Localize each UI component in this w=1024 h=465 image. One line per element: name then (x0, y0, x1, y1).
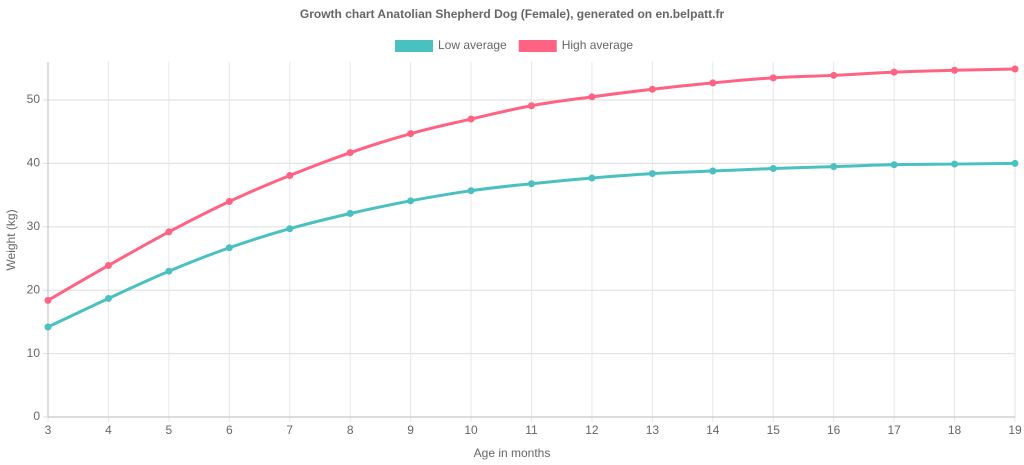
data-point (467, 187, 475, 195)
y-tick-label: 20 (27, 282, 41, 296)
data-point (769, 74, 777, 82)
x-tick-label: 14 (706, 423, 720, 437)
x-tick-label: 8 (347, 423, 354, 437)
x-tick-label: 9 (407, 423, 414, 437)
data-point (709, 79, 717, 87)
data-point (467, 115, 475, 123)
x-tick-label: 15 (767, 423, 781, 437)
data-point (44, 296, 52, 304)
data-point (951, 66, 959, 74)
data-point (890, 161, 898, 169)
data-point (346, 149, 354, 157)
data-point (769, 165, 777, 172)
y-tick-label: 50 (27, 92, 41, 106)
data-point (951, 160, 959, 168)
y-tick-label: 40 (27, 156, 41, 170)
data-point (588, 174, 596, 182)
data-point (407, 130, 415, 138)
data-point (830, 71, 838, 79)
x-tick-label: 18 (948, 423, 962, 437)
x-tick-label: 16 (827, 423, 841, 437)
legend-swatch (518, 40, 557, 52)
y-axis-label: Weight (kg) (4, 209, 18, 270)
x-tick-label: 12 (585, 423, 599, 437)
x-tick-label: 10 (464, 423, 478, 437)
y-tick-label: 0 (33, 409, 40, 423)
data-point (528, 180, 535, 188)
data-point (286, 225, 294, 233)
data-point (588, 93, 596, 101)
data-point (528, 102, 535, 110)
data-point (407, 197, 415, 205)
legend-label: High average (562, 38, 634, 52)
data-point (1011, 65, 1019, 73)
data-point (648, 85, 656, 93)
data-point (709, 167, 717, 175)
x-tick-label: 19 (1008, 423, 1022, 437)
data-point (225, 197, 233, 205)
x-tick-label: 11 (525, 423, 538, 437)
x-tick-label: 6 (226, 423, 233, 437)
data-point (104, 294, 112, 302)
series-line (47, 161, 1016, 329)
data-point (1011, 159, 1019, 167)
x-axis-label: Age in months (474, 446, 551, 460)
legend-label: Low average (438, 38, 507, 52)
x-tick-label: 13 (646, 423, 660, 437)
legend-swatch (395, 40, 433, 52)
data-point (104, 261, 112, 269)
data-point (44, 323, 52, 331)
chart-title: Growth chart Anatolian Shepherd Dog (Fem… (300, 7, 725, 21)
data-point (286, 171, 294, 179)
y-tick-label: 10 (27, 346, 41, 360)
data-point (346, 210, 354, 218)
data-point (165, 228, 173, 236)
x-tick-label: 4 (105, 423, 112, 437)
x-tick-label: 5 (166, 423, 173, 437)
x-tick-label: 3 (45, 423, 52, 437)
data-point (648, 170, 656, 178)
series-line (47, 67, 1016, 302)
data-point (890, 68, 898, 76)
y-tick-label: 30 (27, 219, 41, 233)
data-point (830, 163, 838, 171)
x-tick-label: 17 (887, 423, 901, 437)
data-point (225, 244, 233, 252)
data-point (165, 267, 173, 275)
x-tick-label: 7 (286, 423, 293, 437)
